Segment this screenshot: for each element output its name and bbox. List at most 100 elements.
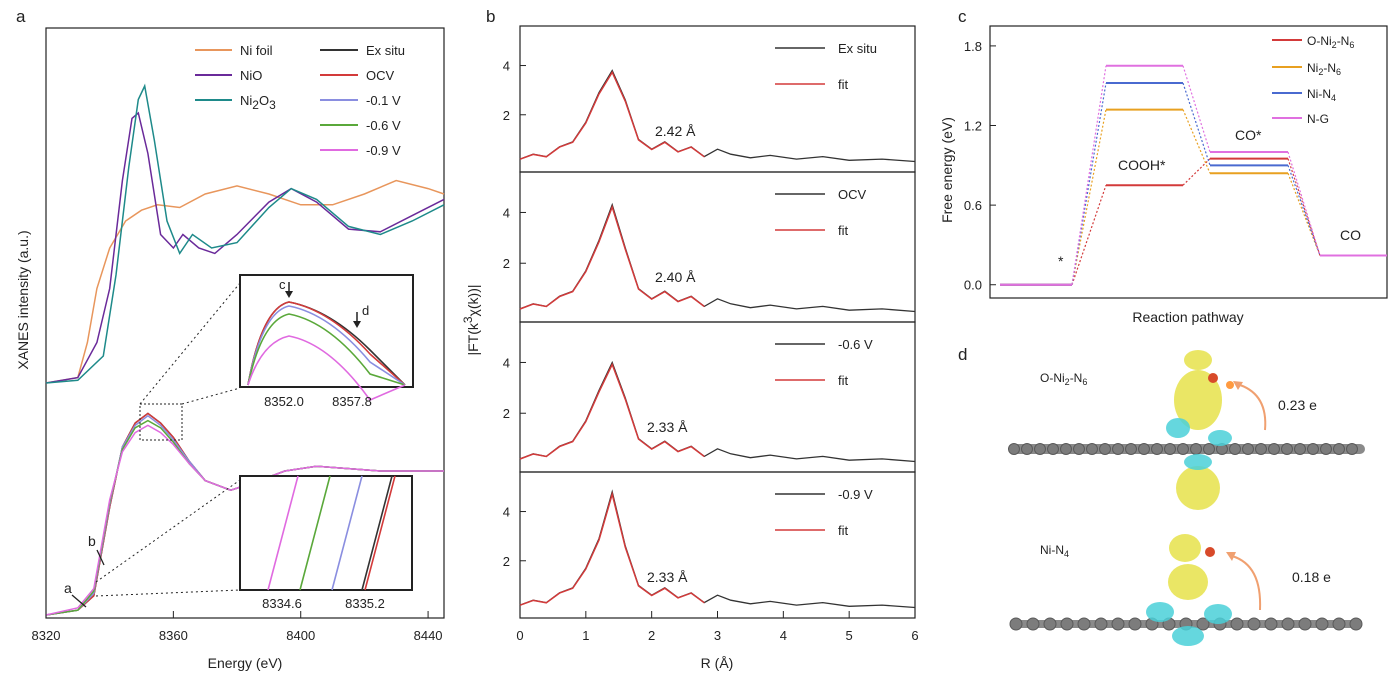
b-xtick-label: 0 [516, 628, 523, 643]
panel-b-letter: b [486, 7, 495, 26]
inset-2-tick-2: 8335.2 [345, 596, 385, 611]
panel-a: 8320 8360 8400 8440 Energy (eV) XANES inten… [15, 27, 445, 671]
b-legend-label-data: OCV [838, 187, 867, 202]
zoom-connector-4 [95, 589, 241, 597]
legend-label-ni2o3: Ni2O3 [240, 93, 276, 112]
panel-d: O-Ni2-N6 0.23 e Ni-N4 0.18 e [1008, 350, 1365, 646]
carbon-atom [1294, 443, 1306, 455]
inset-2-frame [239, 475, 413, 591]
b-legend-label-data: -0.6 V [838, 337, 873, 352]
b-ytick-label: 2 [503, 256, 510, 271]
carbon-atom [1349, 617, 1363, 631]
charge-arrowhead-1 [1233, 381, 1243, 390]
inset-1-tick-2: 8357.8 [332, 394, 372, 409]
legend-label-v09: -0.9 V [366, 143, 401, 158]
carbon-atom [1177, 443, 1189, 455]
inset-2-line-v06 [299, 475, 331, 591]
annotation-a: a [64, 580, 72, 596]
b-ytick-label: 2 [503, 406, 510, 421]
carbon-atom [1151, 443, 1163, 455]
inset-1-arrowhead-c [285, 291, 293, 298]
panel-a-xlabel: Energy (eV) [208, 655, 283, 671]
zoom-box [139, 403, 183, 441]
b-legend-label-fit: fit [838, 523, 849, 538]
carbon-atom [1008, 443, 1020, 455]
panel-a-ylabel: XANES intensity (a.u.) [15, 230, 31, 369]
carbon-atom [1112, 443, 1124, 455]
carbon-atom [1281, 443, 1293, 455]
inset-1: 8352.0 8357.8 c d [239, 274, 414, 409]
carbon-atom [1247, 617, 1261, 631]
carbon-atom [1077, 617, 1091, 631]
c-connector-ni2n6 [1287, 173, 1321, 256]
c-ytick-label: 1.8 [964, 39, 982, 54]
inset-1-line-v06 [247, 313, 406, 386]
inset-2-curves [267, 475, 396, 591]
b-xtick-label: 5 [846, 628, 853, 643]
legend-label-ocv: OCV [366, 68, 395, 83]
inset-1-tick-1: 8352.0 [264, 394, 304, 409]
carbon-atom [1333, 443, 1345, 455]
panel-c-legend: O-Ni2-N6 Ni2-N6 Ni-N4 N-G [1272, 34, 1354, 126]
a-xtick-label: 8360 [159, 628, 188, 643]
charge-lobe-cyan-1 [1166, 418, 1190, 438]
carbon-atom [1320, 443, 1332, 455]
panel-b-subplots: 2 4 Ex situ fit 2.42 Å 2 4 OCV fit 2.40 Å 2 4 -0.6 V… [503, 25, 916, 619]
carbon-atom [1332, 617, 1346, 631]
b-bond-annotation: 2.33 Å [647, 569, 688, 585]
b-fit-line [519, 491, 705, 606]
step-label-costar: CO* [1235, 127, 1262, 143]
charge-lobe-cyan-3 [1184, 454, 1212, 470]
inset-1-curves [247, 301, 406, 401]
zoom-connector-2 [181, 387, 241, 405]
c-connector-ni2n6 [1182, 109, 1211, 174]
carbon-atom [1315, 617, 1329, 631]
charge-label-1: 0.23 e [1278, 397, 1317, 413]
panel-d-letter: d [958, 345, 967, 364]
panel-c-xlabel: Reaction pathway [1132, 309, 1243, 325]
b-ytick-label: 4 [503, 59, 510, 74]
panel-a-frame [45, 27, 445, 619]
carbon-atom [1094, 617, 1108, 631]
charge-lobe-yellow-1 [1174, 370, 1222, 430]
carbon-atom [1281, 617, 1295, 631]
legend-label-v01: -0.1 V [366, 93, 401, 108]
graphene-atoms-1 [1008, 443, 1358, 455]
carbon-atom [1026, 617, 1040, 631]
structure-1-image [1008, 350, 1365, 510]
c-connector-ni2n6 [1071, 109, 1107, 285]
carbon-atom [1128, 617, 1142, 631]
carbon-atom [1086, 443, 1098, 455]
b-ytick-label: 4 [503, 355, 510, 370]
legend-label-ng: N-G [1307, 112, 1329, 126]
b-legend-label-fit: fit [838, 77, 849, 92]
panel-c-ylabel: Free energy (eV) [939, 117, 955, 223]
c-ytick-label: 0.6 [964, 198, 982, 213]
panel-c-plot: 0.0 0.6 1.2 1.8 [964, 39, 1387, 293]
b-bond-annotation: 2.40 Å [655, 269, 696, 285]
panel-b-xticks: 0 1 2 3 4 5 6 [516, 611, 919, 643]
b-data-line [519, 489, 916, 609]
inset-2-tick-1: 8334.6 [262, 596, 302, 611]
b-data-line [519, 360, 916, 463]
series-line-ni2o3 [45, 83, 445, 384]
panel-b-xlabel: R (Å) [701, 655, 734, 671]
panel-b: 2 4 Ex situ fit 2.42 Å 2 4 OCV fit 2.40 Å 2 4 -0.6 V… [461, 25, 919, 671]
oxygen-atom-1 [1208, 373, 1218, 383]
a-xtick-label: 8320 [32, 628, 61, 643]
b-xtick-label: 6 [911, 628, 918, 643]
b-ytick-label: 4 [503, 505, 510, 520]
inset-1-arrowhead-d [353, 321, 361, 328]
a-xtick-label: 8400 [286, 628, 315, 643]
charge-lobe-yellow-5 [1168, 564, 1208, 600]
legend-label-v06: -0.6 V [366, 118, 401, 133]
structure-label-2: Ni-N4 [1040, 543, 1069, 559]
charge-label-2: 0.18 e [1292, 569, 1331, 585]
carbon-atom [1264, 617, 1278, 631]
b-legend-label-data: Ex situ [838, 41, 877, 56]
carbon-atom [1196, 617, 1210, 631]
legend-label-exsitu: Ex situ [366, 43, 405, 58]
carbon-atom [1307, 443, 1319, 455]
step-label-cooh: COOH* [1118, 157, 1166, 173]
inset-2: 8334.6 8335.2 [239, 475, 413, 611]
